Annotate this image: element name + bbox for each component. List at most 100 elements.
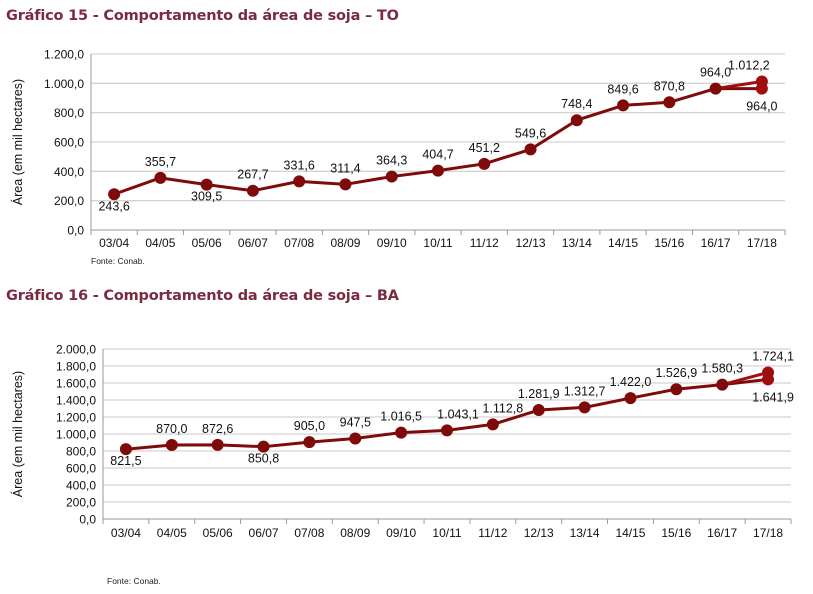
data-label: 1.112,8	[482, 401, 523, 415]
data-point	[441, 424, 453, 437]
y-tick-label: 200,0	[66, 496, 96, 510]
data-point	[532, 404, 545, 417]
x-tick-label: 17/18	[747, 236, 777, 250]
x-tick-label: 07/08	[284, 236, 314, 250]
x-tick-label: 10/11	[432, 526, 461, 540]
x-tick-label: 06/07	[238, 236, 268, 250]
data-label: 849,6	[607, 82, 638, 96]
data-label: 1.312,7	[564, 384, 606, 398]
data-point	[663, 96, 676, 109]
data-point	[385, 170, 398, 183]
data-point	[716, 378, 729, 391]
y-tick-label: 1.800,0	[56, 360, 96, 374]
x-tick-label: 11/12	[470, 236, 499, 250]
y-tick-label: 1.400,0	[56, 394, 96, 408]
data-label: 1.016,5	[380, 410, 422, 424]
x-tick-label: 15/16	[654, 236, 684, 250]
y-tick-label: 200,0	[54, 194, 84, 208]
data-label: 309,5	[191, 190, 222, 204]
x-tick-label: 09/10	[377, 236, 407, 250]
data-label: 355,7	[145, 155, 176, 169]
data-point	[246, 184, 259, 197]
y-tick-label: 1.200,0	[44, 48, 84, 62]
series-line-segment	[715, 80, 763, 91]
data-point	[524, 143, 537, 156]
data-label: 1.580,3	[701, 362, 743, 376]
x-tick-label: 13/14	[570, 526, 600, 540]
x-tick-label: 12/13	[524, 526, 554, 540]
y-tick-label: 800,0	[66, 445, 96, 459]
data-point	[570, 114, 583, 127]
data-point	[395, 426, 408, 439]
data-point	[339, 178, 352, 191]
y-tick-label: 600,0	[54, 136, 84, 150]
data-label: 331,6	[284, 158, 315, 172]
data-point	[293, 175, 306, 188]
y-axis-label: Área (em mil hectares)	[10, 371, 25, 497]
x-tick-label: 05/06	[192, 236, 222, 250]
y-tick-label: 0,0	[79, 513, 96, 527]
data-point	[211, 438, 224, 451]
data-label: 451,2	[469, 141, 500, 155]
chart-2: 0,0 200,0 400,0 600,0 800,0 1.000,0 1.200,0 1.4…	[10, 343, 794, 541]
y-axis-label: Área (em mil hectares)	[10, 79, 25, 205]
x-tick-label: 17/18	[753, 526, 783, 540]
y-tick-label: 1.200,0	[56, 411, 96, 425]
data-label: 1.012,2	[728, 59, 770, 73]
data-point	[432, 164, 444, 177]
series-line	[125, 383, 723, 451]
data-label: 821,5	[110, 454, 141, 468]
x-tick-label: 06/07	[249, 526, 279, 540]
data-label: 404,7	[422, 148, 453, 162]
data-label: 964,0	[746, 100, 777, 114]
x-tick-label: 07/08	[294, 526, 324, 540]
data-label: 267,7	[237, 168, 268, 182]
data-point	[108, 188, 121, 201]
chart-2-title: Gráfico 16 - Comportamento da área de so…	[6, 288, 399, 304]
data-point	[755, 75, 768, 88]
data-point	[257, 440, 270, 453]
y-tick-label: 800,0	[54, 106, 84, 120]
y-tick-label: 0,0	[67, 224, 84, 238]
x-tick-label: 03/04	[99, 236, 129, 250]
y-tick-label: 1.600,0	[56, 377, 96, 391]
x-tick-label: 04/05	[145, 236, 175, 250]
data-label: 243,6	[98, 199, 129, 213]
data-point	[624, 392, 637, 405]
data-point	[486, 418, 499, 431]
data-label: 870,8	[654, 79, 685, 93]
y-tick-label: 2.000,0	[56, 343, 96, 357]
data-label: 1.641,9	[752, 390, 794, 404]
y-tick-label: 400,0	[54, 165, 84, 179]
data-label: 364,3	[376, 154, 407, 168]
data-point	[200, 178, 213, 191]
data-point	[578, 401, 591, 414]
chart-1-source: Fonte: Conab.	[91, 256, 145, 266]
data-label: 964,0	[700, 66, 731, 80]
x-tick-label: 04/05	[157, 526, 187, 540]
x-tick-label: 15/16	[661, 526, 691, 540]
data-label: 549,6	[515, 126, 546, 140]
data-label: 311,4	[330, 161, 360, 175]
data-point	[762, 366, 775, 379]
x-tick-label: 03/04	[111, 526, 141, 540]
data-label: 905,0	[294, 419, 325, 433]
x-tick-label: 08/09	[330, 236, 360, 250]
data-label: 748,4	[561, 97, 592, 111]
data-label: 1.281,9	[518, 387, 560, 401]
x-tick-label: 05/06	[203, 526, 233, 540]
data-point	[119, 443, 132, 456]
data-label: 1.422,0	[610, 375, 652, 389]
x-tick-label: 16/17	[707, 526, 737, 540]
data-label: 1.526,9	[655, 366, 697, 380]
data-point	[349, 432, 362, 445]
chart-1: 0,0 200,0 400,0 600,0 800,0 1.000,0 1.200,0 03/…	[10, 48, 786, 250]
y-tick-label: 600,0	[66, 462, 96, 476]
y-tick-label: 1.000,0	[56, 428, 96, 442]
x-tick-label: 09/10	[386, 526, 416, 540]
data-point	[670, 383, 683, 396]
data-label: 947,5	[340, 415, 371, 429]
data-point	[617, 99, 630, 112]
x-tick-label: 16/17	[701, 236, 731, 250]
